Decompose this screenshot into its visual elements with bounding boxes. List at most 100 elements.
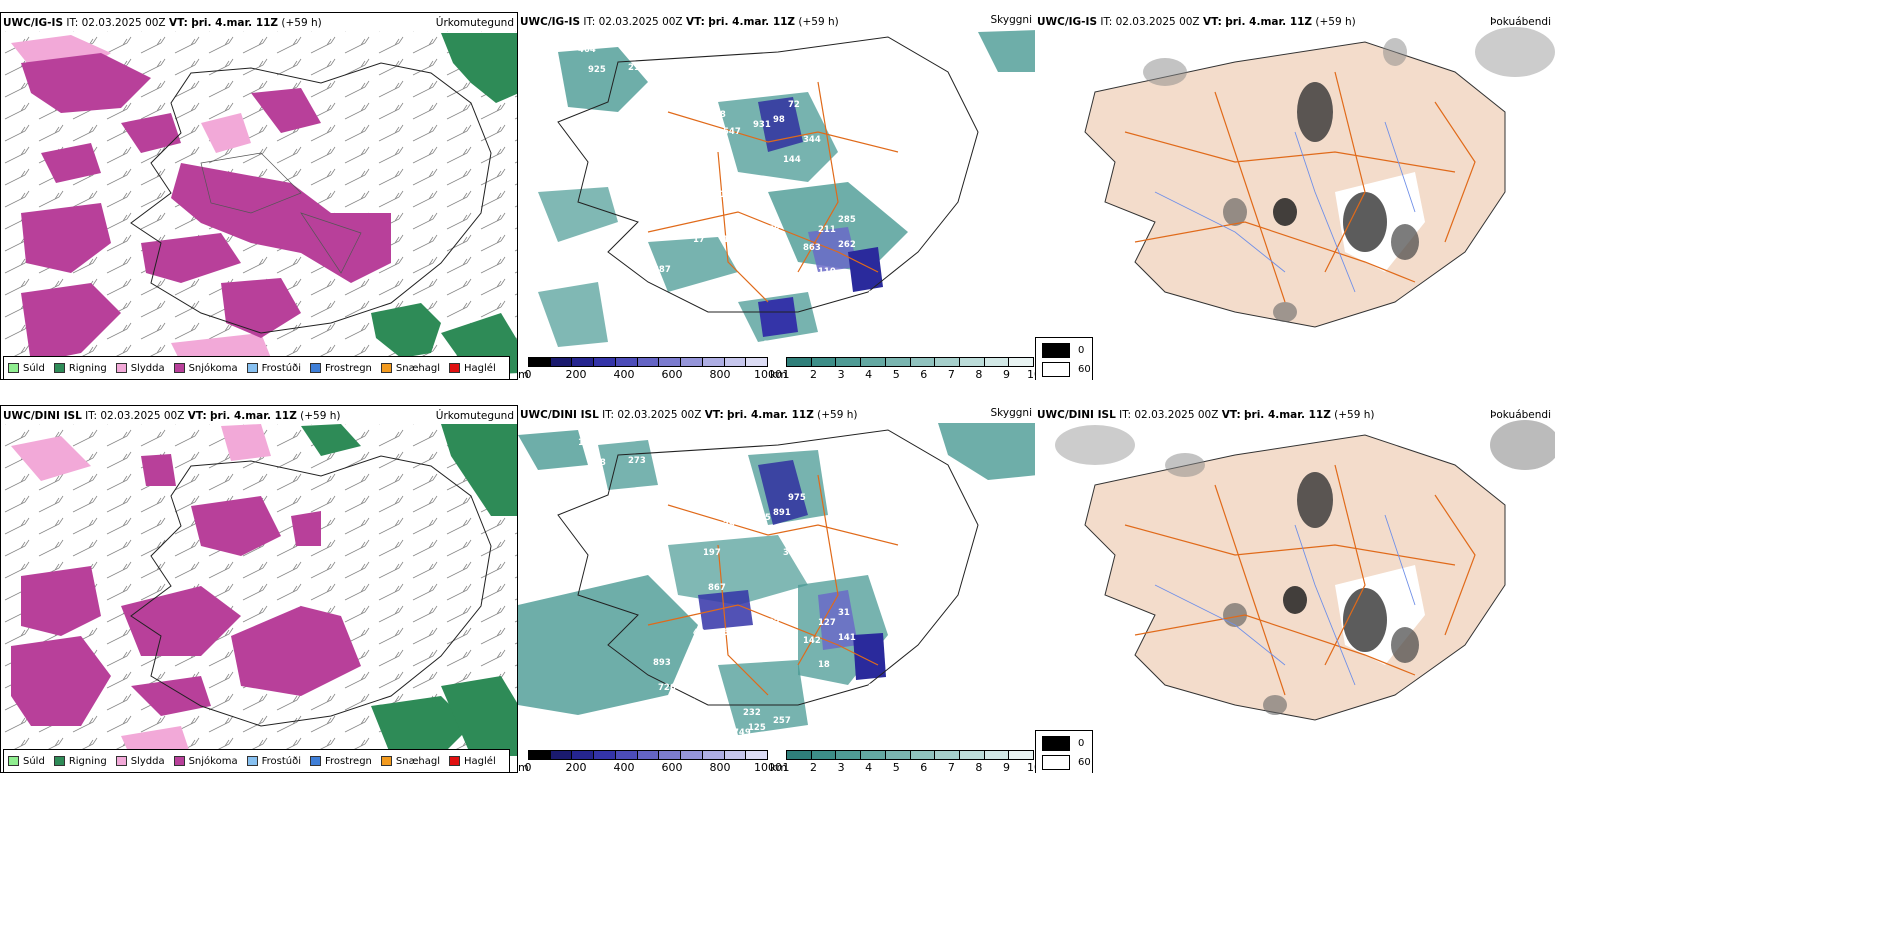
scale-tick-label: 1000 (754, 368, 782, 380)
panel-header: UWC/IG-IS IT: 02.03.2025 00Z VT: þri. 4.… (520, 16, 839, 28)
scale-tick-label: 6 (920, 761, 928, 773)
visibility-value-label: 107 (763, 340, 781, 350)
legend-item: Snjókoma (173, 363, 238, 374)
visibility-value-label: 30 (868, 290, 880, 300)
scale-segment (984, 358, 1010, 366)
fog-legend-swatch (1042, 736, 1070, 751)
visibility-value-label: 678 (588, 458, 606, 468)
visibility-value-label: 18 (818, 660, 830, 670)
scale-segment (910, 751, 936, 759)
scale-tick-label: 1 (782, 761, 790, 773)
visibility-value-label: 72 (788, 100, 800, 110)
legend-item: Haglél (449, 363, 496, 374)
visibility-value-label: 925 (588, 65, 606, 75)
visibility-value-label: 98 (773, 115, 785, 125)
legend-item: Rigning (53, 756, 107, 767)
legend-item: Haglél (449, 756, 496, 767)
scale-segment (594, 751, 616, 759)
fog-map (1055, 420, 1555, 721)
fog-legend-swatch (1042, 755, 1070, 770)
visibility-value-label: 49 (693, 628, 705, 638)
scale-segment (615, 751, 638, 759)
scale-tick-label: 800 (709, 368, 731, 380)
scale-tick-label: 2 (810, 761, 818, 773)
scale-tick-label: 200 (565, 761, 587, 773)
visibility-value-label: 269 (623, 513, 641, 523)
visibility-value-label: 211 (818, 225, 836, 235)
panel-title: Þokuábendi (1490, 16, 1551, 28)
precip-type-panel-top: UWC/IG-IS IT: 02.03.2025 00Z VT: þri. 4.… (0, 12, 518, 380)
scale-tick-label: 6 (920, 368, 928, 380)
legend-item: Snæhagl (380, 363, 440, 374)
visibility-value-label: 29 (723, 520, 735, 530)
visibility-value-label: 105 (803, 528, 821, 538)
scale-tick-label: 10 (1027, 761, 1038, 773)
visibility-value-label: 141 (838, 633, 856, 643)
visibility-value-label: 88 (708, 503, 720, 513)
visibility-value-label: 285 (838, 215, 856, 225)
visibility-value-label: 201 (893, 75, 911, 85)
scale-segment (529, 358, 551, 366)
legend-swatch (115, 363, 127, 373)
panel-title: Skyggni (990, 407, 1033, 419)
legend-swatch (310, 363, 321, 373)
visibility-value-label: 464 (578, 45, 596, 55)
scale-segment (637, 358, 660, 366)
visibility-value-label: 125 (748, 723, 766, 733)
legend-swatch (310, 756, 321, 766)
scale-tick-label: 400 (613, 368, 635, 380)
visibility-value-label: 262 (838, 240, 856, 250)
scale-tick-label: 400 (613, 761, 635, 773)
scale-tick-label: 7 (947, 761, 955, 773)
scale-tick-label: 600 (661, 761, 683, 773)
visibility-scale: km 12345678910 (770, 357, 1038, 380)
scale-tick-label: 8 (975, 761, 983, 773)
visibility-value-label: 364 (783, 548, 801, 558)
visibility-value-label: 184 (578, 438, 596, 448)
scale-tick-label: 3 (837, 368, 845, 380)
scale-segment (787, 751, 812, 759)
scale-segment (746, 751, 768, 759)
legend-item: Súld (8, 756, 45, 767)
panel-title: Úrkomutegund (435, 410, 514, 422)
scale-segment (702, 358, 725, 366)
legend-item: Súld (8, 363, 45, 374)
scale-segment (550, 751, 573, 759)
scale-segment (959, 751, 985, 759)
scale-segment (935, 751, 960, 759)
visibility-value-label: 72 (763, 733, 775, 743)
visibility-value-label: 931 (753, 120, 771, 130)
scale-segment (811, 358, 837, 366)
panel-title: Úrkomutegund (435, 17, 514, 29)
visibility-value-label: 219 (628, 63, 646, 73)
scale-segment (935, 358, 960, 366)
scale-segment (1009, 751, 1034, 759)
scale-tick-label: 10 (1027, 368, 1038, 380)
scale-segment (910, 358, 936, 366)
visibility-value-label: 14 (723, 235, 735, 245)
scale-segment (959, 358, 985, 366)
visibility-value-label: 58 (723, 628, 735, 638)
panel-title: Þokuábendi (1490, 409, 1551, 421)
scale-tick-label: 8 (975, 368, 983, 380)
visibility-value-label: 31 (838, 608, 850, 618)
scale-segment (637, 751, 660, 759)
cloud-visibility-panel-top: UWC/IG-IS IT: 02.03.2025 00Z VT: þri. 4.… (518, 12, 1038, 380)
legend-swatch (173, 363, 185, 373)
visibility-value-label: 893 (653, 658, 671, 668)
scale-tick-label: 4 (865, 368, 873, 380)
legend-item: Rigning (53, 363, 107, 374)
scale-segment (681, 751, 703, 759)
scale-segment (885, 358, 911, 366)
visibility-value-label: 70 (703, 155, 715, 165)
scale-segment (1009, 358, 1034, 366)
visibility-value-label: 144 (783, 155, 801, 165)
legend-swatch (380, 363, 392, 373)
cloud-visibility-map: 464 925 219 62 158 547 931 98 344 72 76 144 70 991 78 2… (538, 30, 1038, 350)
scale-segment (724, 358, 747, 366)
scale-segment (702, 751, 725, 759)
scale-tick-label: 800 (709, 761, 731, 773)
visibility-value-label: 891 (773, 508, 791, 518)
scale-tick-label: 5 (892, 761, 900, 773)
